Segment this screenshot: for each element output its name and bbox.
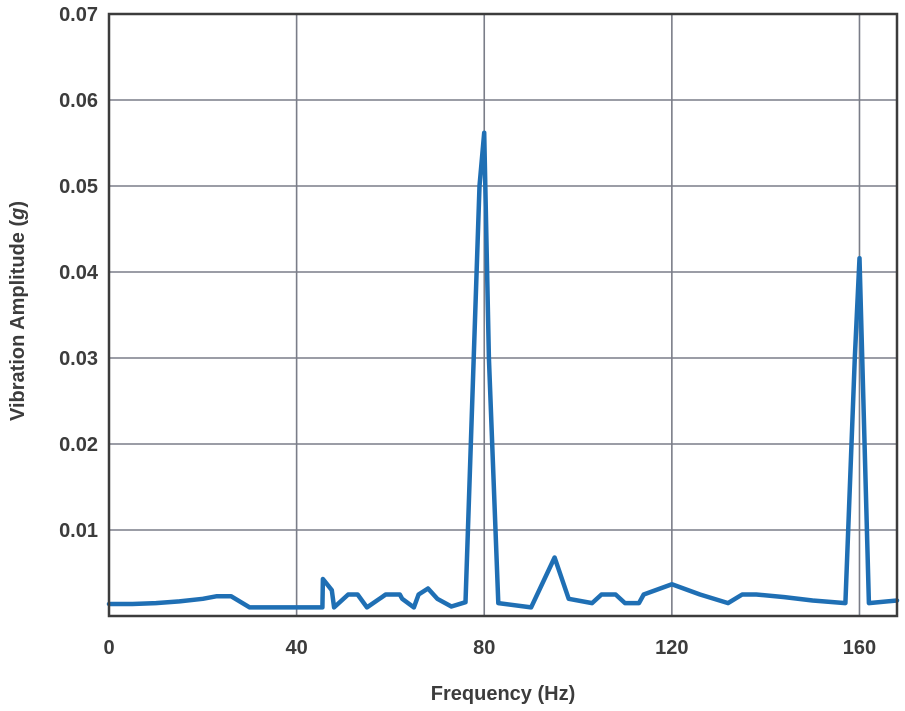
y-axis-title-unit: g (7, 208, 29, 221)
x-axis-title: Frequency (Hz) (431, 683, 575, 705)
y-tick-label: 0.07 (59, 4, 98, 26)
grid (109, 13, 897, 616)
y-axis-title: Vibration Amplitude (g) (7, 201, 29, 421)
y-tick-label: 0.02 (59, 434, 98, 456)
x-tick-label: 120 (655, 637, 688, 659)
y-axis-ticks: 0.01 0.02 0.03 0.04 0.05 0.06 0.07 (59, 4, 99, 542)
y-tick-label: 0.03 (59, 348, 98, 370)
x-tick-label: 80 (473, 637, 495, 659)
y-tick-label: 0.05 (59, 176, 98, 198)
y-axis-title-prefix: Vibration Amplitude ( (7, 220, 29, 421)
plot-frame (107, 12, 899, 618)
y-tick-label: 0.06 (59, 90, 98, 112)
x-axis-ticks: 0 40 80 120 160 (103, 637, 876, 659)
y-tick-label: 0.04 (59, 262, 99, 284)
series-line (106, 130, 900, 610)
x-tick-label: 0 (103, 637, 114, 659)
x-tick-label: 40 (285, 637, 307, 659)
series-layer (106, 130, 900, 610)
x-tick-label: 160 (843, 637, 876, 659)
y-axis-title-suffix: ) (7, 201, 29, 208)
y-tick-label: 0.01 (59, 520, 98, 542)
